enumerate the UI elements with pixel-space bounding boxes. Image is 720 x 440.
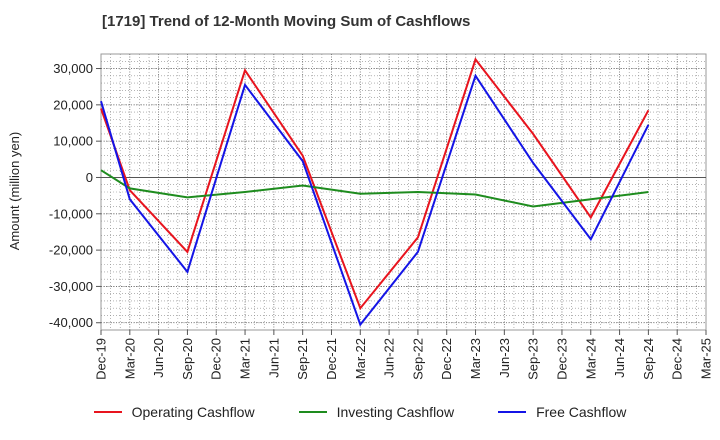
legend-label: Investing Cashflow xyxy=(336,404,455,420)
x-tick-label: Sep-23 xyxy=(526,338,541,380)
series-line-free-cashflow xyxy=(100,73,650,327)
legend-label: Free Cashflow xyxy=(536,404,627,420)
y-tick-label: 20,000 xyxy=(53,97,93,112)
y-tick-label: 30,000 xyxy=(53,61,93,76)
x-tick-label: Jun-22 xyxy=(382,338,397,378)
y-tick-label: -30,000 xyxy=(49,279,93,294)
legend-swatch xyxy=(498,411,527,413)
x-tick-label: Dec-22 xyxy=(439,338,454,380)
x-tick-label: Sep-22 xyxy=(410,338,425,380)
x-tick-label: Sep-21 xyxy=(295,338,310,380)
y-axis-label: Amount (million yen) xyxy=(7,132,22,251)
chart-title: [1719] Trend of 12-Month Moving Sum of C… xyxy=(102,13,471,30)
x-tick-label: Jun-24 xyxy=(612,338,627,378)
x-tick-label: Dec-24 xyxy=(670,338,685,380)
x-tick-label: Mar-21 xyxy=(238,338,253,379)
legend-swatch xyxy=(298,411,327,413)
y-tick-label: 10,000 xyxy=(53,134,93,149)
x-tick-label: Dec-23 xyxy=(554,338,569,380)
x-tick-label: Mar-22 xyxy=(353,338,368,379)
y-tick-label: -40,000 xyxy=(49,315,93,330)
y-tick-label: -20,000 xyxy=(49,243,93,258)
x-tick-label: Dec-20 xyxy=(209,338,224,380)
x-tick-label: Sep-24 xyxy=(641,338,656,380)
x-tick-label: Dec-21 xyxy=(324,338,339,380)
x-tick-label: Mar-23 xyxy=(468,338,483,379)
x-tick-label: Jun-21 xyxy=(266,338,281,378)
x-tick-label: Jun-23 xyxy=(497,338,512,378)
series-line-investing-cashflow xyxy=(100,169,649,208)
y-tick-label: -10,000 xyxy=(49,206,93,221)
x-tick-label: Mar-24 xyxy=(583,338,598,379)
axis-layer: 30,000 20,000 10,000 0 -10,000 -20,000 -30,000… xyxy=(49,61,714,380)
x-tick-label: Mar-25 xyxy=(699,338,714,379)
x-tick-label: Jun-20 xyxy=(151,338,166,378)
series-layer xyxy=(100,57,650,327)
legend-label: Operating Cashflow xyxy=(131,404,255,420)
y-tick-label: 0 xyxy=(86,170,93,185)
x-tick-label: Dec-19 xyxy=(94,338,109,380)
legend-item: Free Cashflow xyxy=(498,404,626,420)
legend: Operating Cashflow Investing Cashflow Free… xyxy=(0,404,720,420)
legend-swatch xyxy=(93,411,122,413)
x-tick-label: Sep-20 xyxy=(180,338,195,380)
series-line-operating-cashflow xyxy=(100,57,650,311)
legend-item: Investing Cashflow xyxy=(298,404,455,420)
x-tick-label: Mar-20 xyxy=(122,338,137,379)
legend-item: Operating Cashflow xyxy=(93,404,255,420)
